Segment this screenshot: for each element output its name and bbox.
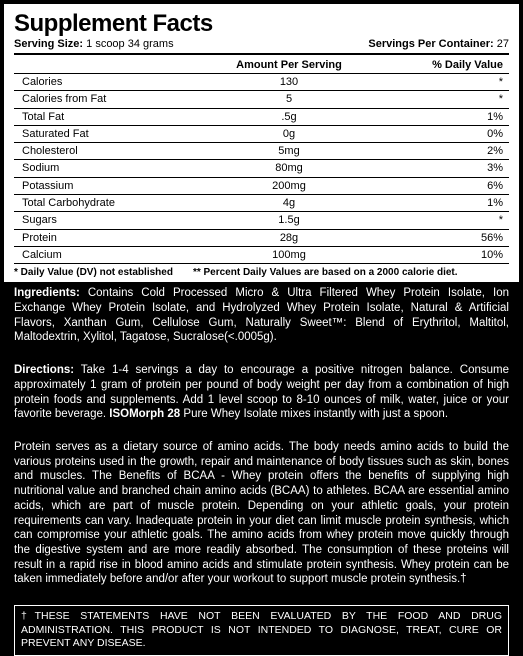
fda-disclaimer: †THESE STATEMENTS HAVE NOT BEEN EVALUATE… [14, 605, 509, 656]
nutrient-row: Potassium200mg6% [14, 178, 509, 195]
nutrient-amount: 28g [184, 231, 394, 245]
nutrient-dv: * [394, 92, 509, 106]
nutrient-dv: 0% [394, 127, 509, 141]
nutrient-row: Saturated Fat0g0% [14, 126, 509, 143]
nutrient-name: Potassium [14, 179, 184, 193]
nutrient-dv: * [394, 213, 509, 227]
nutrient-row: Calories from Fat5* [14, 91, 509, 108]
nutrient-row: Protein28g56% [14, 230, 509, 247]
servings-label: Servings Per Container: [368, 38, 493, 50]
nutrient-row: Sodium80mg3% [14, 160, 509, 177]
ingredients-label: Ingredients: [14, 287, 80, 299]
serving-size: Serving Size: 1 scoop 34 grams [14, 38, 174, 50]
footnotes: * Daily Value (DV) not established ** Pe… [14, 264, 509, 278]
nutrient-name: Total Fat [14, 110, 184, 124]
footnote-dv: * Daily Value (DV) not established [14, 267, 173, 278]
serving-row: Serving Size: 1 scoop 34 grams Servings … [14, 38, 509, 55]
nutrient-name: Calories from Fat [14, 92, 184, 106]
nutrient-row: Sugars1.5g* [14, 212, 509, 229]
nutrient-dv: 1% [394, 110, 509, 124]
servings-value: 27 [497, 38, 509, 50]
nutrient-row: Cholesterol5mg2% [14, 143, 509, 160]
nutrient-amount: 80mg [184, 161, 394, 175]
serving-size-label: Serving Size: [14, 38, 83, 50]
nutrient-name: Protein [14, 231, 184, 245]
nutrient-row: Calcium100mg10% [14, 247, 509, 264]
nutrient-amount: 100mg [184, 248, 394, 262]
nutrient-row: Calories130* [14, 74, 509, 91]
nutrient-amount: 1.5g [184, 213, 394, 227]
nutrient-name: Calories [14, 75, 184, 89]
panel-title: Supplement Facts [14, 10, 509, 38]
servings-per-container: Servings Per Container: 27 [368, 38, 509, 50]
nutrient-name: Saturated Fat [14, 127, 184, 141]
directions-label: Directions: [14, 364, 74, 376]
serving-size-value: 1 scoop 34 grams [86, 38, 173, 50]
nutrient-row: Total Carbohydrate4g1% [14, 195, 509, 212]
nutrient-name: Total Carbohydrate [14, 196, 184, 210]
nutrient-dv: 6% [394, 179, 509, 193]
nutrient-dv: 3% [394, 161, 509, 175]
directions-section: Directions: Take 1-4 servings a day to e… [4, 363, 519, 430]
nutrient-dv: * [394, 75, 509, 89]
nutrient-amount: 200mg [184, 179, 394, 193]
header-dv: % Daily Value [394, 59, 509, 71]
nutrient-row: Total Fat.5g1% [14, 109, 509, 126]
table-header: Amount Per Serving % Daily Value [14, 57, 509, 74]
directions-bold: ISOMorph 28 [109, 408, 180, 420]
directions-text2: Pure Whey Isolate mixes instantly with j… [183, 408, 448, 420]
supplement-facts-panel: Supplement Facts Serving Size: 1 scoop 3… [4, 4, 519, 282]
nutrient-amount: 5mg [184, 144, 394, 158]
header-amount: Amount Per Serving [184, 59, 394, 71]
nutrient-name: Calcium [14, 248, 184, 262]
nutrient-amount: .5g [184, 110, 394, 124]
body-paragraph: Protein serves as a dietary source of am… [4, 440, 519, 595]
footnote-percent: ** Percent Daily Values are based on a 2… [193, 267, 458, 278]
nutrient-dv: 10% [394, 248, 509, 262]
nutrient-amount: 5 [184, 92, 394, 106]
nutrient-name: Sodium [14, 161, 184, 175]
nutrient-dv: 1% [394, 196, 509, 210]
nutrient-amount: 4g [184, 196, 394, 210]
nutrient-name: Sugars [14, 213, 184, 227]
nutrient-amount: 0g [184, 127, 394, 141]
nutrient-table: Calories130*Calories from Fat5*Total Fat… [14, 74, 509, 264]
ingredients-section: Ingredients: Contains Cold Processed Mic… [4, 286, 519, 353]
nutrient-amount: 130 [184, 75, 394, 89]
nutrient-dv: 2% [394, 144, 509, 158]
nutrient-name: Cholesterol [14, 144, 184, 158]
nutrient-dv: 56% [394, 231, 509, 245]
ingredients-text: Contains Cold Processed Micro & Ultra Fi… [14, 287, 509, 343]
